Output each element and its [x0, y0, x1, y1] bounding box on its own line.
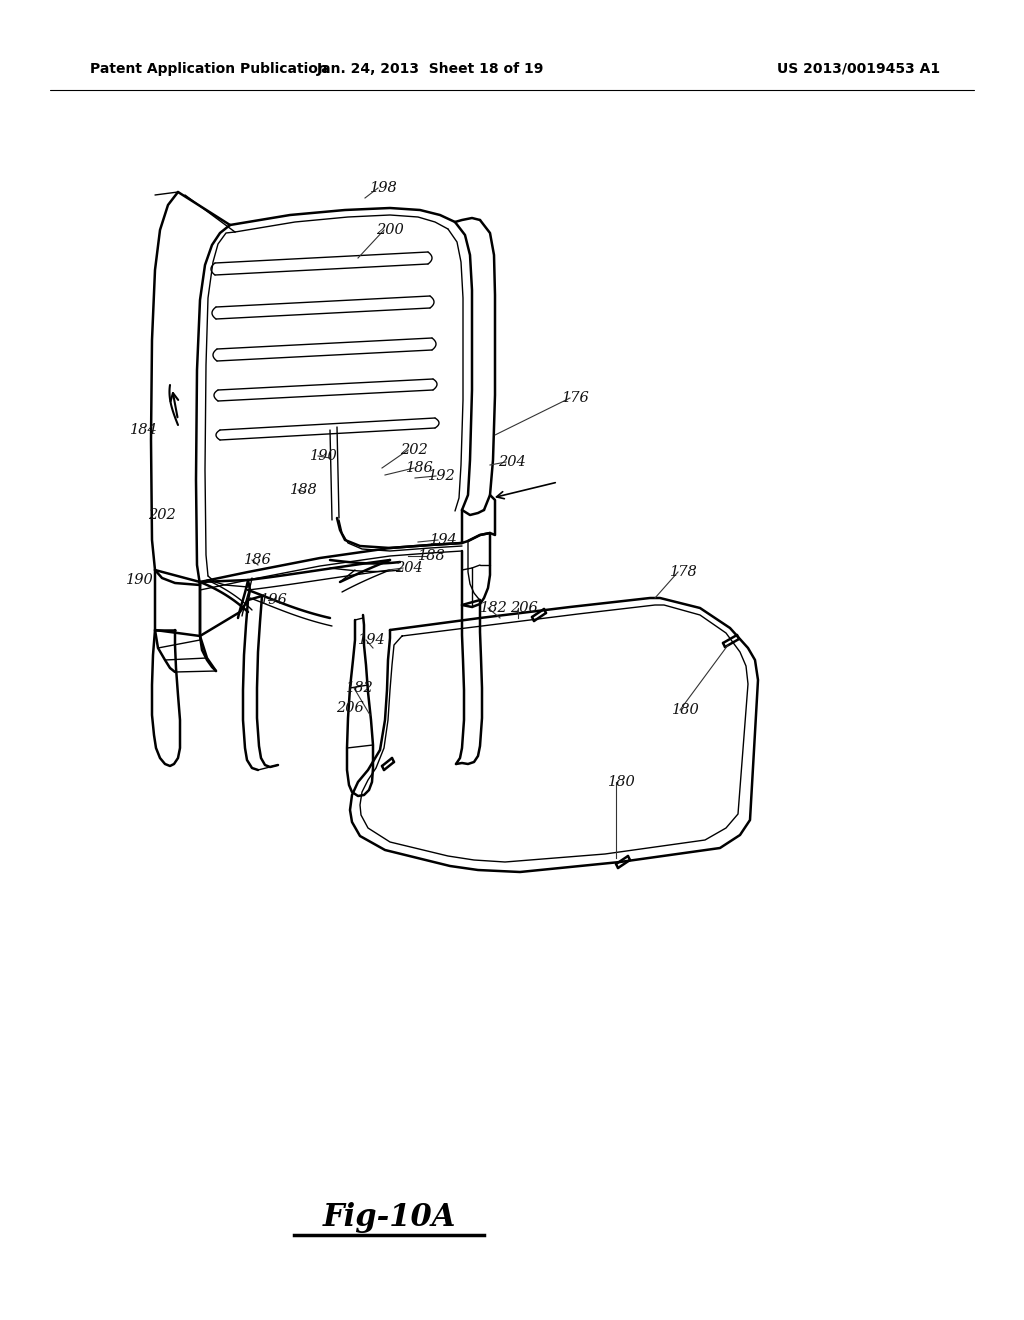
- Text: 194: 194: [358, 634, 386, 647]
- Text: 182: 182: [480, 601, 508, 615]
- Text: 190: 190: [126, 573, 154, 587]
- Text: 206: 206: [336, 701, 364, 715]
- Text: 204: 204: [498, 455, 525, 469]
- Text: 196: 196: [260, 593, 288, 607]
- Text: 184: 184: [130, 422, 158, 437]
- Text: 206: 206: [510, 601, 538, 615]
- Text: 176: 176: [562, 391, 590, 405]
- Text: 202: 202: [148, 508, 176, 521]
- Text: 188: 188: [418, 549, 445, 564]
- Text: 198: 198: [370, 181, 397, 195]
- Text: 182: 182: [346, 681, 374, 696]
- Text: 202: 202: [400, 444, 428, 457]
- Text: 200: 200: [376, 223, 403, 238]
- Text: 192: 192: [428, 469, 456, 483]
- Text: 180: 180: [672, 704, 699, 717]
- Text: Patent Application Publication: Patent Application Publication: [90, 62, 328, 75]
- Text: 186: 186: [244, 553, 271, 568]
- Text: 188: 188: [290, 483, 317, 498]
- Text: US 2013/0019453 A1: US 2013/0019453 A1: [777, 62, 940, 75]
- Text: 186: 186: [406, 461, 434, 475]
- Text: 190: 190: [310, 449, 338, 463]
- Text: 178: 178: [670, 565, 697, 579]
- Text: Fig-10A: Fig-10A: [323, 1201, 456, 1233]
- Text: Jan. 24, 2013  Sheet 18 of 19: Jan. 24, 2013 Sheet 18 of 19: [316, 62, 544, 75]
- Text: 204: 204: [395, 561, 423, 576]
- Text: 194: 194: [430, 533, 458, 546]
- Text: 180: 180: [608, 775, 636, 789]
